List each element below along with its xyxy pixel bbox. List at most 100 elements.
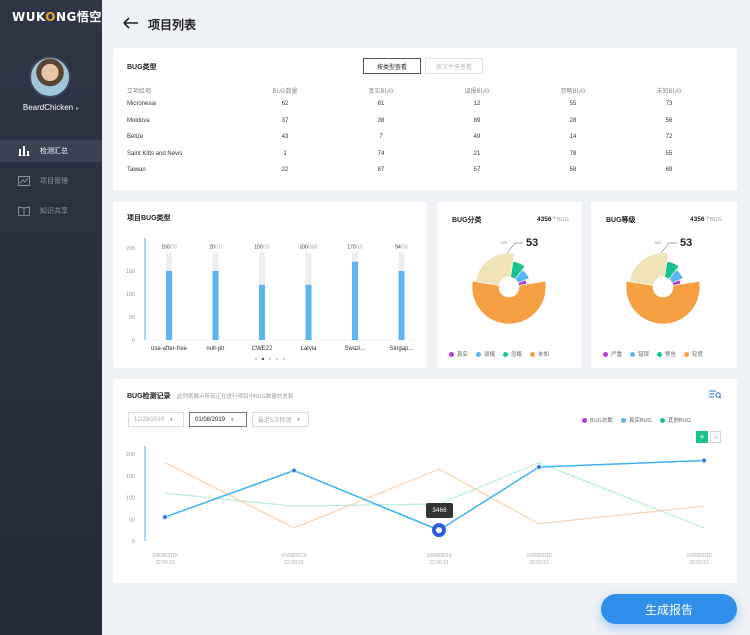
view-by-type-button[interactable]: 按类型查看 xyxy=(363,58,421,74)
legend-dot xyxy=(684,352,690,358)
bar-value-label: 150/20 xyxy=(161,245,177,251)
table-row[interactable]: Saint Kitts and Nevis 1 74 21 78 55 xyxy=(127,146,717,163)
legend-dot xyxy=(582,418,587,424)
legend-item[interactable]: 警告 xyxy=(657,350,676,358)
avatar[interactable] xyxy=(29,56,71,98)
legend-dot xyxy=(476,352,482,358)
book-icon xyxy=(18,206,30,216)
date-from-select[interactable]: 12/29/2019 ▾ xyxy=(128,412,184,427)
column-header: 真实BUG xyxy=(368,88,394,95)
range-select[interactable]: 最近5次检测 ▾ xyxy=(252,412,309,427)
legend-item[interactable]: 其他BUG xyxy=(659,416,691,424)
bug-level-legend: 严重 错误 警告 轻度 xyxy=(603,350,703,358)
x-tick-label: 03/08/2019 xyxy=(152,553,177,559)
x-tick-label: 10/08/2019 xyxy=(526,553,551,559)
sidebar-item-projects[interactable]: 项目管理 xyxy=(0,170,102,192)
project-bug-type-card xyxy=(113,202,427,368)
table-cell: 72 xyxy=(665,134,673,141)
pie-slice xyxy=(475,252,515,286)
legend-label: 严重 xyxy=(611,352,623,358)
column-header: BUG数量 xyxy=(272,88,298,95)
date-value: 12/29/2019 xyxy=(134,416,165,423)
bar xyxy=(259,284,265,340)
sidebar-item-knowledge[interactable]: 知识共享 xyxy=(0,200,102,222)
generate-report-button[interactable]: 生成报告 xyxy=(601,594,737,624)
zoom-in-button[interactable]: + xyxy=(696,431,708,443)
user-menu[interactable]: BeardChicken ▸ xyxy=(0,103,102,112)
bar xyxy=(212,271,219,340)
bar-value: 100 xyxy=(299,245,308,251)
x-tick-label: 10/08/2019 xyxy=(426,553,451,559)
legend-item[interactable]: 严重 xyxy=(603,350,622,358)
y-tick-label: 200 xyxy=(126,246,135,252)
card-title: BUG类型 xyxy=(127,64,157,71)
pager-dot xyxy=(261,357,265,361)
sidebar-item-label: 检测汇总 xyxy=(40,148,68,155)
bar-value-label: 100/300 xyxy=(299,245,317,251)
legend-dot xyxy=(630,352,636,358)
card-title: 项目BUG类型 xyxy=(127,215,171,222)
legend-item[interactable]: 真实 xyxy=(449,350,468,358)
table-header: 立项给项 BUG数量 真实BUG 误报BUG 忽略BUG 未知BUG xyxy=(127,84,717,96)
legend-dot xyxy=(620,418,626,424)
bar-value-label: 94/56 xyxy=(395,245,408,251)
date-to-select[interactable]: 01/08/2019 ▾ xyxy=(189,412,247,427)
chevron-down-icon: ▾ xyxy=(170,416,173,423)
y-tick-label: 0 xyxy=(132,539,135,545)
logo-text: O xyxy=(45,10,56,24)
y-tick-label: 150 xyxy=(126,474,135,480)
bar-value-label: 170/15 xyxy=(347,245,363,251)
legend-item[interactable]: 错误 xyxy=(630,350,649,358)
count-value: 4356 xyxy=(690,216,705,223)
back-arrow-icon[interactable] xyxy=(123,17,139,29)
table-cell: 57 xyxy=(473,167,481,174)
bug-count: 4356个BUG xyxy=(537,215,569,223)
legend-item[interactable]: 误报 xyxy=(476,350,495,358)
card-title: BUG检测记录 xyxy=(127,393,171,400)
app-logo[interactable]: WUKONG悟空 xyxy=(12,8,102,25)
table-cell: 49 xyxy=(473,134,481,141)
highlight-point-center xyxy=(436,527,442,534)
table-cell: 55 xyxy=(569,101,577,108)
caret-right-icon: ▸ xyxy=(76,106,80,112)
table-cell: 14 xyxy=(569,134,577,141)
column-header: 未知BUG xyxy=(656,88,682,95)
table-cell: 22 xyxy=(281,167,289,174)
legend-dot xyxy=(530,352,536,358)
table-cell: Micronesia xyxy=(127,101,157,108)
range-value: 最近5次检测 xyxy=(258,418,292,424)
x-tick-label: 07/08/2019 xyxy=(281,553,306,559)
bug-category-legend: 真实 误报 忽略 未知 xyxy=(449,350,549,358)
sidebar-item-summary[interactable]: 检测汇总 xyxy=(0,140,102,162)
table-cell: 43 xyxy=(281,134,289,141)
logo-text: NG xyxy=(55,10,77,24)
legend-item[interactable]: BUG总数 xyxy=(582,416,613,424)
table-row[interactable]: Moldova 37 38 89 28 56 xyxy=(127,113,717,130)
legend-item[interactable]: 真实BUG xyxy=(620,416,652,424)
x-tick-label: 22:50:21 xyxy=(429,560,449,566)
legend-item[interactable]: 未知 xyxy=(530,350,549,358)
bar xyxy=(398,271,405,340)
legend-dot xyxy=(659,418,665,424)
legend-label: 其他BUG xyxy=(667,418,691,424)
legend-dot xyxy=(503,352,509,358)
table-cell: 62 xyxy=(281,101,289,108)
table-row[interactable]: Taiwan 22 87 57 58 69 xyxy=(127,162,717,179)
bar-value-label: 20/10 xyxy=(209,245,222,251)
table-cell: Moldova xyxy=(127,117,150,124)
table-row[interactable]: Belize 43 7 49 14 72 xyxy=(127,129,717,146)
pager-dot xyxy=(254,357,258,361)
bug-level-card xyxy=(591,202,737,368)
table-row[interactable]: Micronesia 62 81 12 55 73 xyxy=(127,96,717,113)
view-by-folder-button[interactable]: 按文件夹查看 xyxy=(425,58,483,74)
table-cell: 78 xyxy=(569,150,577,157)
legend-item[interactable]: 轻度 xyxy=(684,350,703,358)
legend-item[interactable]: 忽略 xyxy=(503,350,522,358)
bug-category-card xyxy=(437,202,581,368)
pager-dot xyxy=(282,357,286,361)
table-cell: 37 xyxy=(281,117,289,124)
data-point xyxy=(291,467,297,474)
list-search-icon[interactable] xyxy=(708,389,722,399)
zoom-out-button[interactable]: − xyxy=(710,431,721,443)
callout-small-label: 385 xyxy=(654,240,661,245)
